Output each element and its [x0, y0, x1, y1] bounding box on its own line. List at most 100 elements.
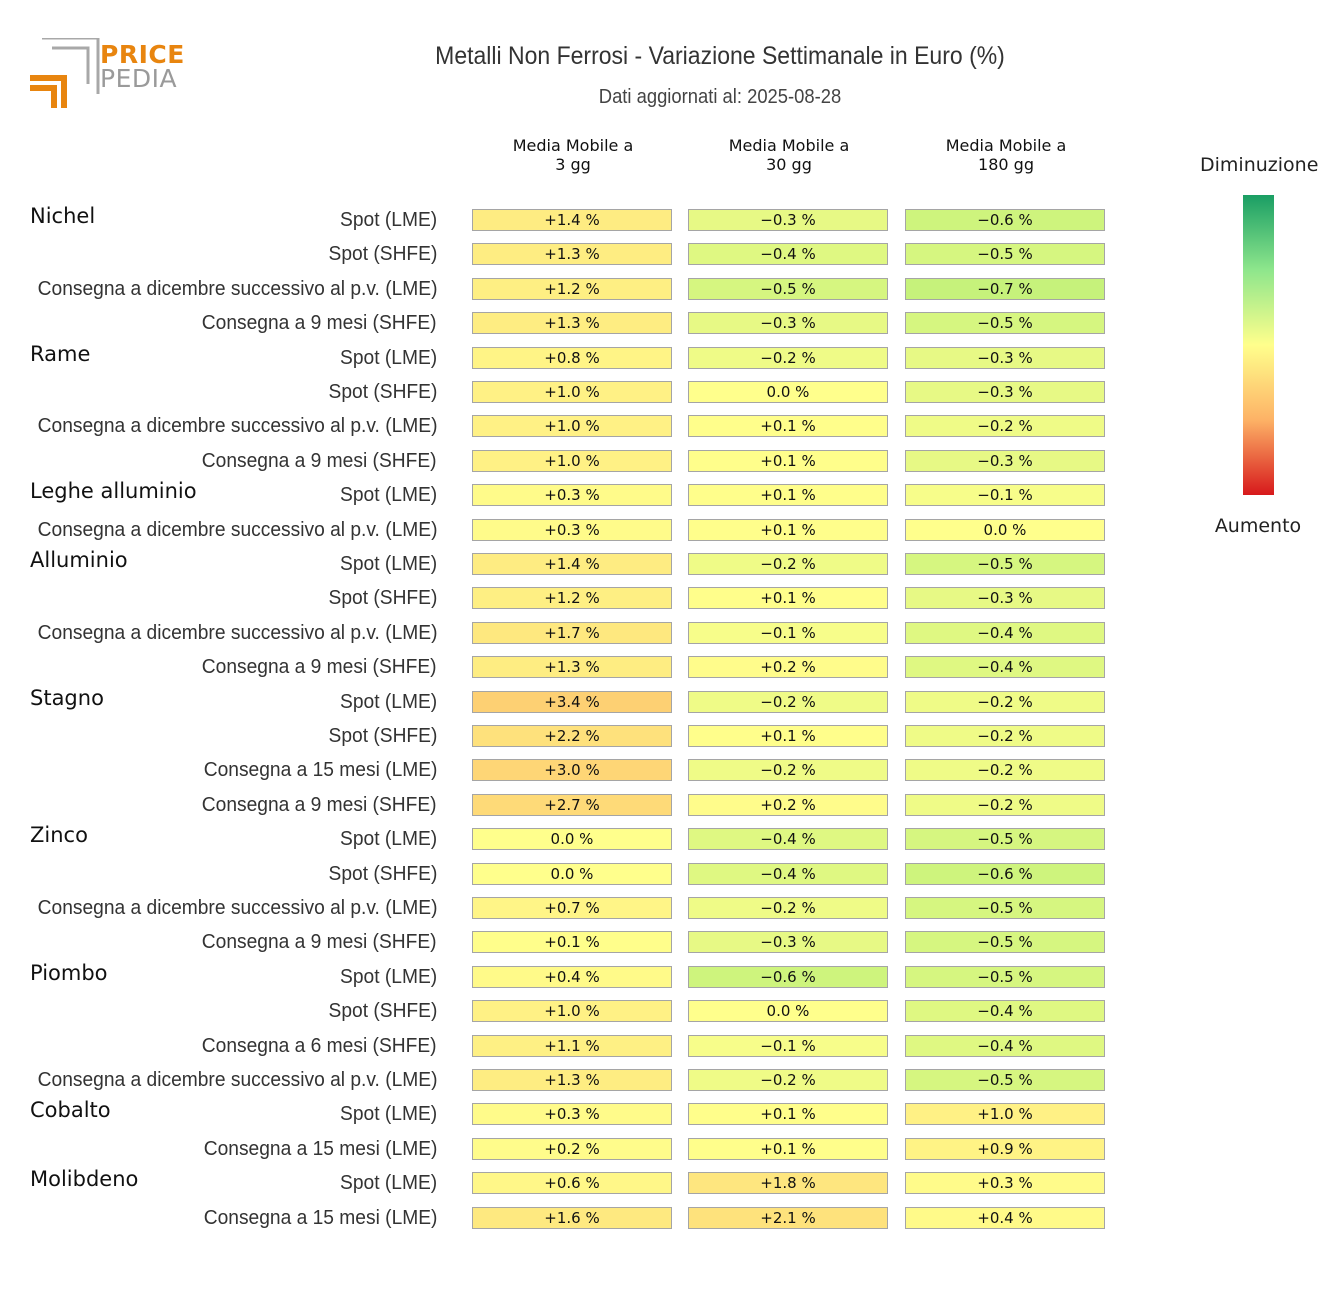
heatmap-cell: +1.0 %	[905, 1103, 1105, 1126]
group-label: Piombo	[30, 960, 108, 985]
row-label: Spot (SHFE)	[328, 1000, 437, 1023]
legend-bottom-label: Aumento	[1214, 515, 1302, 537]
row-label: Spot (LME)	[339, 1103, 437, 1126]
group-label: Leghe alluminio	[30, 479, 197, 504]
row-label: Consegna a 9 mesi (SHFE)	[202, 656, 437, 679]
heatmap-cell: −0.5 %	[905, 243, 1105, 266]
heatmap-cell: −0.4 %	[688, 243, 888, 266]
heatmap-cell: 0.0 %	[688, 1000, 888, 1023]
row-label: Consegna a dicembre successivo al p.v. (…	[37, 897, 437, 919]
heatmap-cell: +2.2 %	[472, 725, 672, 747]
column-header: Media Mobile a 180 gg	[945, 136, 1067, 174]
heatmap-cell: +1.8 %	[688, 1172, 888, 1195]
heatmap-cell: +1.4 %	[472, 553, 672, 575]
row-label: Spot (SHFE)	[328, 725, 437, 747]
heatmap-cell: +1.3 %	[472, 656, 672, 679]
heatmap-cell: +0.2 %	[472, 1137, 672, 1160]
legend-top-label: Diminuzione	[1200, 154, 1319, 176]
row-label: Consegna a 15 mesi (LME)	[203, 759, 437, 782]
group-label: Rame	[30, 341, 91, 366]
row-label: Spot (LME)	[339, 690, 437, 713]
group-label: Nichel	[30, 204, 96, 228]
heatmap-cell: +0.1 %	[688, 415, 888, 438]
heatmap-cell: −0.6 %	[905, 209, 1105, 231]
heatmap-cell: +1.6 %	[472, 1206, 672, 1229]
heatmap-cell: −0.4 %	[905, 621, 1105, 644]
row-label: Spot (LME)	[339, 346, 437, 369]
heatmap-cell: −0.3 %	[905, 587, 1105, 610]
row-label: Spot (LME)	[339, 209, 437, 231]
row-label: Consegna a 9 mesi (SHFE)	[202, 793, 437, 816]
heatmap-cell: −0.5 %	[905, 312, 1105, 335]
group-label: Zinco	[30, 823, 88, 848]
group-label: Molibdeno	[30, 1167, 139, 1192]
row-label: Spot (LME)	[339, 828, 437, 851]
heatmap-cell: −0.2 %	[688, 346, 888, 369]
heatmap-cell: −0.2 %	[688, 553, 888, 575]
heatmap-cell: +0.1 %	[688, 587, 888, 610]
heatmap-cell: +1.3 %	[472, 312, 672, 335]
heatmap-cell: −0.6 %	[905, 862, 1105, 885]
heatmap-cell: +3.4 %	[472, 690, 672, 713]
heatmap-cell: +0.1 %	[688, 725, 888, 747]
heatmap-cell: +1.7 %	[472, 621, 672, 644]
group-label: Cobalto	[30, 1098, 111, 1123]
heatmap-cell: −0.2 %	[688, 690, 888, 713]
heatmap-cell: −0.2 %	[688, 759, 888, 782]
heatmap-cell: +1.0 %	[472, 381, 672, 403]
heatmap-cell: −0.1 %	[688, 1034, 888, 1057]
heatmap-cell: +0.2 %	[688, 793, 888, 816]
row-label: Spot (LME)	[339, 1172, 437, 1195]
heatmap-cell: +0.1 %	[688, 484, 888, 507]
row-label: Spot (SHFE)	[328, 862, 437, 885]
heatmap-cell: +1.2 %	[472, 277, 672, 300]
row-label: Spot (LME)	[339, 965, 437, 988]
heatmap-cell: +1.0 %	[472, 1000, 672, 1023]
heatmap-cell: +0.3 %	[472, 484, 672, 507]
heatmap-cell: −0.4 %	[905, 1034, 1105, 1057]
row-label: Spot (SHFE)	[328, 243, 437, 266]
column-header: Media Mobile a 30 gg	[728, 136, 850, 174]
heatmap-cell: −0.3 %	[688, 312, 888, 335]
heatmap-cell: 0.0 %	[472, 828, 672, 851]
heatmap-cell: +2.1 %	[688, 1206, 888, 1229]
row-label: Consegna a dicembre successivo al p.v. (…	[37, 1069, 437, 1091]
heatmap-cell: −0.3 %	[905, 346, 1105, 369]
heatmap-cell: +0.3 %	[905, 1172, 1105, 1195]
row-label: Consegna a 9 mesi (SHFE)	[202, 449, 437, 472]
heatmap-cell: −0.2 %	[905, 690, 1105, 713]
heatmap-cell: −0.2 %	[905, 415, 1105, 438]
heatmap-cell: −0.5 %	[905, 897, 1105, 919]
heatmap-cell: 0.0 %	[688, 381, 888, 403]
chart-title: Metalli Non Ferrosi - Variazione Settima…	[435, 42, 1005, 70]
heatmap-cell: +0.2 %	[688, 656, 888, 679]
heatmap-cell: +0.1 %	[688, 1103, 888, 1126]
group-label: Stagno	[30, 685, 104, 710]
heatmap-cell: +0.3 %	[472, 1103, 672, 1126]
heatmap-cell: +1.4 %	[472, 209, 672, 231]
heatmap-cell: −0.5 %	[905, 553, 1105, 575]
heatmap-cell: −0.4 %	[688, 862, 888, 885]
logo-pedia-text: PEDIA	[100, 64, 178, 93]
row-label: Consegna a dicembre successivo al p.v. (…	[37, 621, 437, 644]
heatmap-cell: +2.7 %	[472, 793, 672, 816]
heatmap-cell: −0.4 %	[905, 1000, 1105, 1023]
heatmap-cell: +1.0 %	[472, 415, 672, 438]
row-label: Consegna a 9 mesi (SHFE)	[202, 312, 437, 335]
heatmap-cell: +0.1 %	[688, 518, 888, 541]
chart-subtitle: Dati aggiornati al: 2025-08-28	[598, 86, 842, 108]
heatmap-cell: −0.4 %	[688, 828, 888, 851]
heatmap-cell: +1.2 %	[472, 587, 672, 610]
heatmap-cell: +0.7 %	[472, 897, 672, 919]
heatmap-cell: −0.2 %	[905, 725, 1105, 747]
heatmap-cell: −0.3 %	[688, 931, 888, 954]
logo-mark-icon	[30, 36, 100, 108]
heatmap-cell: −0.3 %	[905, 381, 1105, 403]
heatmap-cell: −0.5 %	[905, 931, 1105, 954]
row-label: Consegna a dicembre successivo al p.v. (…	[37, 518, 437, 541]
row-label: Spot (SHFE)	[328, 381, 437, 403]
heatmap-cell: −0.3 %	[905, 449, 1105, 472]
heatmap-cell: −0.5 %	[905, 828, 1105, 851]
heatmap-cell: 0.0 %	[472, 862, 672, 885]
